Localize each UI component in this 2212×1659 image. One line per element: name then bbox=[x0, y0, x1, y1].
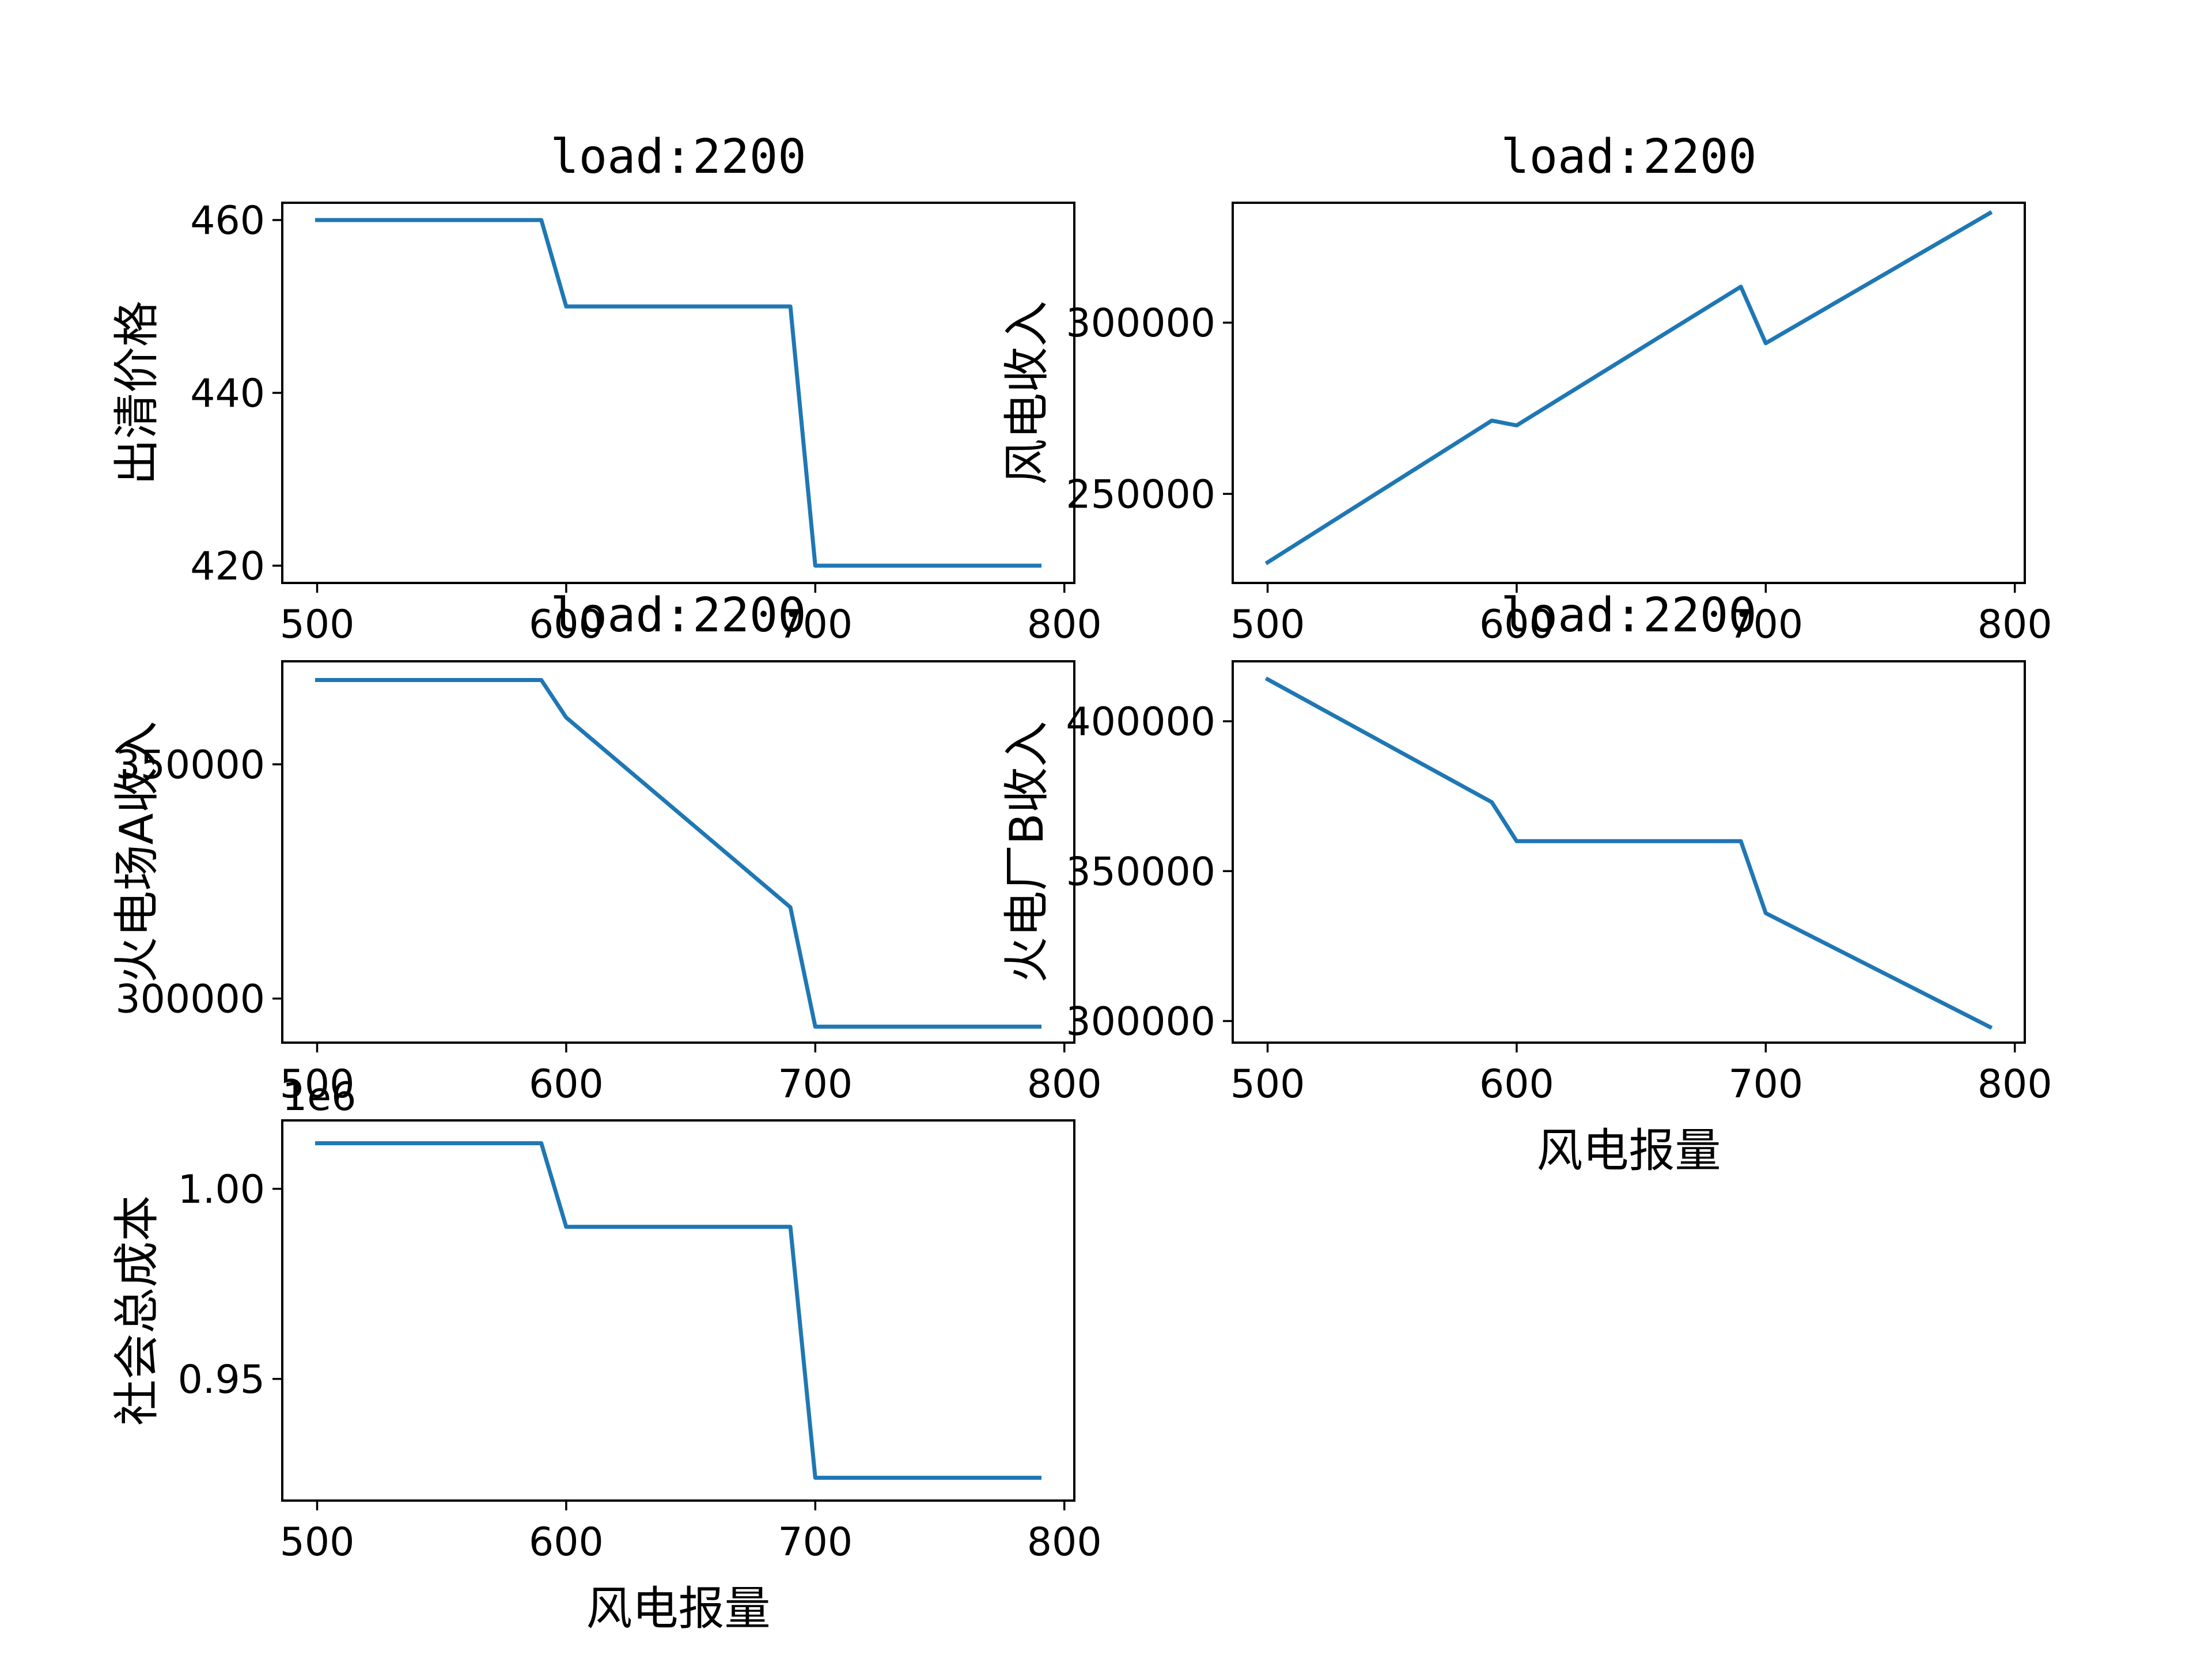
x-tick-label: 800 bbox=[1027, 602, 1102, 647]
y-axis-label: 风电收入 bbox=[1000, 301, 1054, 485]
x-tick-label: 700 bbox=[778, 1520, 853, 1565]
x-tick-label: 800 bbox=[1978, 1062, 2052, 1107]
y-tick-label: 300000 bbox=[115, 977, 265, 1022]
x-tick-label: 600 bbox=[1479, 1062, 1554, 1107]
subplot-1: 500 600 700 800 420 440 460 load:2200 出清价格 bbox=[110, 130, 1102, 647]
y-tick-label: 460 bbox=[190, 198, 265, 244]
axes-frame bbox=[1232, 202, 2026, 584]
x-tick-label: 600 bbox=[529, 1062, 604, 1107]
x-tick-label: 800 bbox=[1027, 1062, 1102, 1107]
subplot-4: 500 600 700 800 300000 350000 400000 load:2200 火… bbox=[1000, 588, 2052, 1177]
x-tick-label: 500 bbox=[280, 1062, 355, 1107]
y-tick-label: 300000 bbox=[1066, 301, 1215, 346]
series-line bbox=[1264, 676, 1993, 1030]
axes-frame bbox=[281, 202, 1075, 584]
x-tick-label: 700 bbox=[778, 1062, 853, 1107]
y-tick-label: 0.95 bbox=[178, 1357, 265, 1403]
y-tick-label: 250000 bbox=[1066, 472, 1215, 517]
y-tick-label: 350000 bbox=[1066, 849, 1215, 895]
axes-frame bbox=[1232, 660, 2026, 1044]
y-tick-label: 1.00 bbox=[178, 1167, 265, 1213]
subplot-3: 500 600 700 800 300000 350000 load:2200 火电场A收入 bbox=[110, 588, 1102, 1107]
y-axis-label: 火电厂B收入 bbox=[1000, 721, 1054, 983]
x-tick-label: 800 bbox=[1978, 602, 2052, 647]
series-line bbox=[1264, 210, 1993, 566]
y-tick-label: 300000 bbox=[1066, 999, 1215, 1045]
series-line bbox=[315, 678, 1041, 1029]
subplot-title: load:2200 bbox=[550, 588, 806, 643]
y-tick-label: 400000 bbox=[1066, 699, 1215, 745]
x-tick-label: 600 bbox=[529, 1520, 604, 1565]
axes-frame bbox=[281, 660, 1075, 1044]
x-tick-label: 600 bbox=[529, 602, 604, 647]
x-tick-label: 500 bbox=[1230, 602, 1305, 647]
series-line bbox=[315, 218, 1041, 568]
subplot-2: 500 600 700 800 250000 300000 load:2200 风电收入 bbox=[1000, 130, 2052, 647]
x-tick-label: 500 bbox=[280, 602, 355, 647]
subplot-title: load:2200 bbox=[1501, 130, 1756, 184]
y-axis-label: 出清价格 bbox=[110, 301, 164, 485]
y-tick-label: 440 bbox=[190, 371, 265, 416]
x-tick-label: 500 bbox=[1230, 1062, 1305, 1107]
y-axis-label: 社会总成本 bbox=[110, 1195, 164, 1426]
subplot-title: load:2200 bbox=[550, 130, 806, 184]
x-tick-label: 500 bbox=[280, 1520, 355, 1565]
x-tick-label: 600 bbox=[1479, 602, 1554, 647]
x-tick-label: 700 bbox=[1728, 602, 1803, 647]
x-axis-label: 风电报量 bbox=[586, 1582, 771, 1635]
x-axis-label: 风电报量 bbox=[1537, 1124, 1721, 1177]
y-tick-label: 420 bbox=[190, 544, 265, 589]
x-tick-label: 700 bbox=[778, 602, 853, 647]
x-tick-label: 700 bbox=[1728, 1062, 1803, 1107]
y-offset-label: 1e6 bbox=[282, 1074, 356, 1120]
subplot-title: load:2200 bbox=[1501, 588, 1756, 643]
axes-frame bbox=[281, 1119, 1075, 1502]
series-line bbox=[315, 1141, 1041, 1480]
x-tick-label: 800 bbox=[1027, 1520, 1102, 1565]
y-tick-label: 350000 bbox=[115, 743, 265, 788]
y-axis-label: 火电场A收入 bbox=[110, 721, 164, 983]
